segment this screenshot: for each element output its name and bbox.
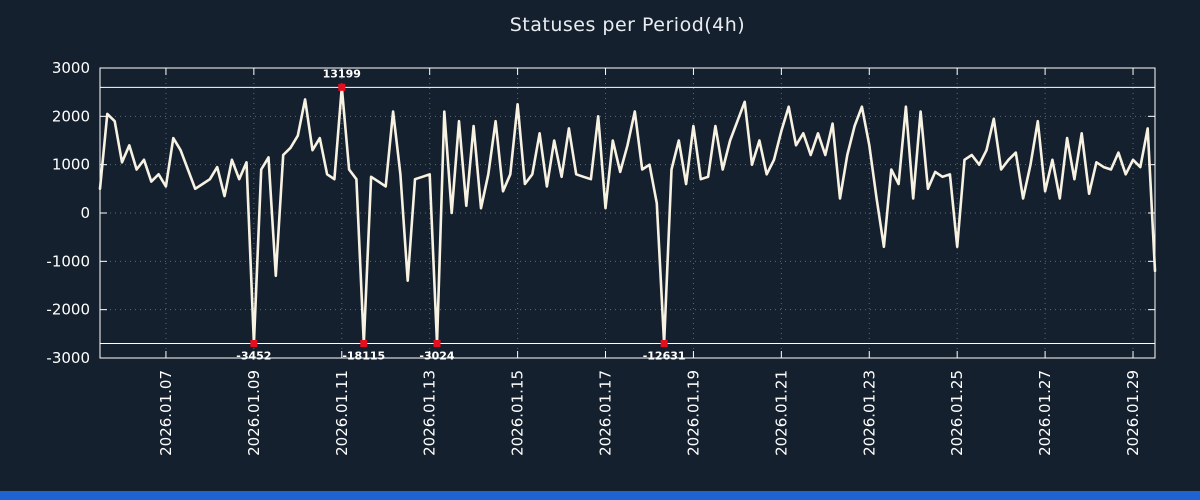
x-tick-label: 2026.01.27 <box>1036 370 1054 456</box>
spike-marker <box>660 340 668 347</box>
y-tick-label: -2000 <box>46 301 90 319</box>
x-tick-label: 2026.01.07 <box>157 370 175 456</box>
x-tick-label: 2026.01.09 <box>245 370 263 456</box>
spike-marker <box>433 340 441 347</box>
x-tick-label: 2026.01.29 <box>1124 370 1142 456</box>
y-tick-label: -3000 <box>46 349 90 367</box>
y-tick-label: 3000 <box>52 59 90 77</box>
x-tick-label: 2026.01.23 <box>860 370 878 456</box>
annotation-label: -3024 <box>419 350 455 363</box>
annotation-label: -18115 <box>342 350 385 363</box>
x-tick-label: 2026.01.15 <box>509 370 527 456</box>
y-tick-label: 2000 <box>52 107 90 125</box>
spike-marker <box>250 340 258 347</box>
series-line <box>98 86 1157 345</box>
x-tick-label: 2026.01.11 <box>333 370 351 456</box>
x-tick-label: 2026.01.19 <box>684 370 702 456</box>
spike-marker <box>360 340 368 347</box>
annotation-label: -12631 <box>643 350 686 363</box>
x-tick-label: 2026.01.25 <box>948 370 966 456</box>
footer-bar <box>0 491 1200 500</box>
y-tick-label: 1000 <box>52 156 90 174</box>
y-tick-label: -1000 <box>46 252 90 270</box>
plot-border <box>99 67 1156 359</box>
chart-title: Statuses per Period(4h) <box>509 14 746 36</box>
x-tick-label: 2026.01.17 <box>597 370 615 456</box>
annotation-label: 13199 <box>323 67 361 80</box>
y-tick-label: 0 <box>80 204 90 222</box>
x-tick-label: 2026.01.21 <box>772 370 790 456</box>
spike-marker <box>338 83 346 91</box>
x-tick-label: 2026.01.13 <box>421 370 439 456</box>
annotation-label: -3452 <box>236 350 271 363</box>
